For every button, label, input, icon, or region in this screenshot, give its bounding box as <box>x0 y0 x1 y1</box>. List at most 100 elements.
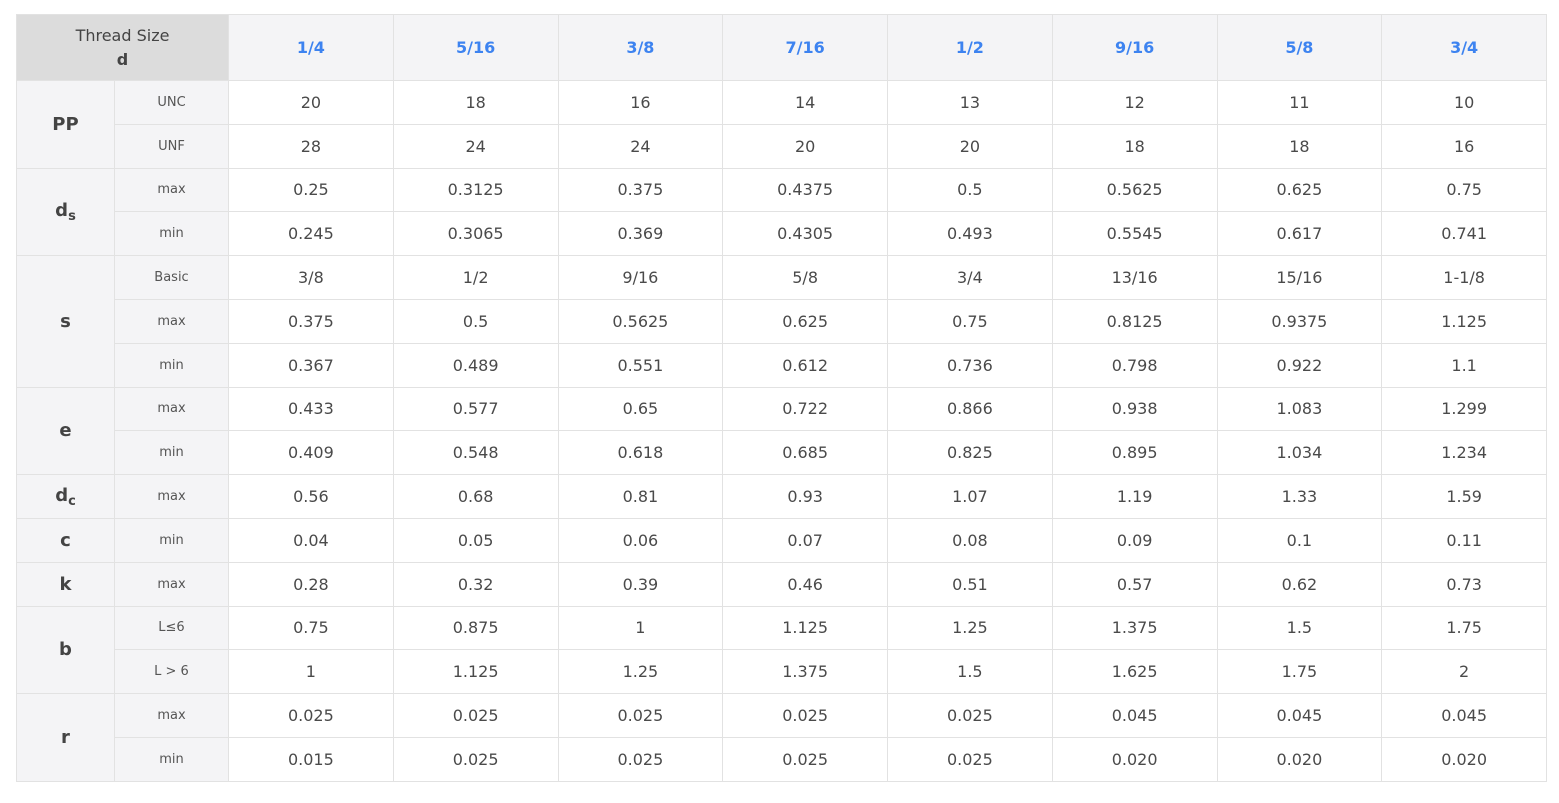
row-label: min <box>114 211 229 257</box>
value-cell: 16 <box>1381 123 1547 169</box>
value-cell: 0.722 <box>722 386 888 432</box>
value-cell: 0.09 <box>1051 517 1218 563</box>
row-label: max <box>114 167 229 213</box>
parameter-symbol-text: PP <box>52 113 79 135</box>
row-label: max <box>114 693 229 738</box>
value-cell: 0.1 <box>1216 517 1383 563</box>
value-cell: 24 <box>392 123 559 169</box>
value-cell: 0.5625 <box>557 298 724 344</box>
row-label: max <box>114 298 229 344</box>
value-cell: 5/8 <box>722 255 888 300</box>
value-cell: 0.5 <box>887 167 1053 213</box>
value-cell: 0.369 <box>557 211 724 257</box>
value-cell: 13/16 <box>1051 255 1218 300</box>
value-cell: 0.75 <box>887 298 1053 344</box>
value-cell: 0.375 <box>557 167 724 213</box>
row-label: max <box>114 561 229 607</box>
value-cell: 0.493 <box>887 211 1053 257</box>
value-cell: 1/2 <box>392 255 559 300</box>
value-cell: 0.025 <box>392 693 559 738</box>
value-cell: 1.75 <box>1381 605 1547 651</box>
parameter-symbol-text: s <box>60 310 71 332</box>
value-cell: 0.685 <box>722 430 888 476</box>
value-cell: 20 <box>228 80 394 125</box>
value-cell: 0.367 <box>228 342 394 388</box>
value-cell: 0.618 <box>557 430 724 476</box>
value-cell: 1.59 <box>1381 474 1547 519</box>
parameter-symbol: c <box>16 517 115 563</box>
value-cell: 1.234 <box>1381 430 1547 476</box>
value-cell: 0.025 <box>887 693 1053 738</box>
header-row: Thread Size d 1/4 5/16 3/8 7/16 1/2 9/16… <box>16 14 1547 81</box>
value-cell: 9/16 <box>557 255 724 300</box>
value-cell: 0.9375 <box>1216 298 1383 344</box>
value-cell: 0.025 <box>228 693 394 738</box>
value-cell: 18 <box>1216 123 1383 169</box>
value-cell: 1.299 <box>1381 386 1547 432</box>
value-cell: 0.551 <box>557 342 724 388</box>
value-cell: 1.5 <box>887 649 1053 695</box>
table-row: k max 0.28 0.32 0.39 0.46 0.51 0.57 0.62 0.73 <box>16 561 1547 607</box>
value-cell: 0.741 <box>1381 211 1547 257</box>
parameter-symbol: dc <box>16 474 115 519</box>
value-cell: 11 <box>1216 80 1383 125</box>
table-header: Thread Size d 1/4 5/16 3/8 7/16 1/2 9/16… <box>16 14 1547 81</box>
value-cell: 0.409 <box>228 430 394 476</box>
value-cell: 1.07 <box>887 474 1053 519</box>
parameter-symbol-text: d <box>55 199 69 221</box>
parameter-symbol: ds <box>16 167 115 257</box>
value-cell: 0.39 <box>557 561 724 607</box>
value-cell: 0.245 <box>228 211 394 257</box>
parameter-symbol-text: c <box>60 529 71 551</box>
table-row: c min 0.04 0.05 0.06 0.07 0.08 0.09 0.1 0.11 <box>16 517 1547 563</box>
value-cell: 0.3125 <box>392 167 559 213</box>
value-cell: 0.866 <box>887 386 1053 432</box>
value-cell: 0.895 <box>1051 430 1218 476</box>
value-cell: 0.4375 <box>722 167 888 213</box>
value-cell: 0.015 <box>228 736 394 782</box>
table-row: ds max 0.25 0.3125 0.375 0.4375 0.5 0.5625 0.625… <box>16 167 1547 257</box>
value-cell: 28 <box>228 123 394 169</box>
row-label: min <box>114 430 229 476</box>
parameter-symbol: b <box>16 605 115 695</box>
value-cell: 14 <box>722 80 888 125</box>
row-label: L≤6 <box>114 605 229 651</box>
table-row: L > 6 1 1.125 1.25 1.375 1.5 1.625 1.75 2 <box>17 649 1547 695</box>
value-cell: 1.034 <box>1216 430 1383 476</box>
value-cell: 1-1/8 <box>1381 255 1547 300</box>
value-cell: 10 <box>1381 80 1547 125</box>
value-cell: 24 <box>557 123 724 169</box>
value-cell: 0.922 <box>1216 342 1383 388</box>
table-row: min 0.015 0.025 0.025 0.025 0.025 0.020 0.020 0.… <box>17 736 1547 782</box>
value-cell: 0.433 <box>228 386 394 432</box>
value-cell: 2 <box>1381 649 1547 695</box>
size-header: 1/4 <box>228 14 394 81</box>
row-label: min <box>114 736 229 782</box>
value-cell: 16 <box>557 80 724 125</box>
size-header: 3/8 <box>557 14 724 81</box>
value-cell: 0.06 <box>557 517 724 563</box>
value-cell: 0.020 <box>1216 736 1383 782</box>
value-cell: 0.75 <box>228 605 394 651</box>
size-header: 7/16 <box>722 14 888 81</box>
size-header: 5/16 <box>392 14 559 81</box>
value-cell: 1.125 <box>392 649 559 695</box>
value-cell: 0.020 <box>1381 736 1547 782</box>
value-cell: 0.025 <box>722 736 888 782</box>
table-row: s Basic 3/8 1/2 9/16 5/8 3/4 13/16 15/16 1-1/8 <box>16 255 1547 388</box>
value-cell: 0.25 <box>228 167 394 213</box>
value-cell: 1 <box>228 649 394 695</box>
value-cell: 20 <box>722 123 888 169</box>
table-row: r max 0.025 0.025 0.025 0.025 0.025 0.045 0.045 0… <box>16 693 1547 782</box>
value-cell: 18 <box>1051 123 1218 169</box>
size-header: 3/4 <box>1381 14 1547 81</box>
value-cell: 1.125 <box>1381 298 1547 344</box>
row-label: min <box>114 517 229 563</box>
row-label: max <box>114 386 229 432</box>
parameter-subscript: c <box>68 493 76 509</box>
thread-dimensions-table: Thread Size d 1/4 5/16 3/8 7/16 1/2 9/16… <box>16 14 1547 782</box>
value-cell: 0.825 <box>887 430 1053 476</box>
value-cell: 0.07 <box>722 517 888 563</box>
value-cell: 0.736 <box>887 342 1053 388</box>
size-header: 5/8 <box>1216 14 1383 81</box>
